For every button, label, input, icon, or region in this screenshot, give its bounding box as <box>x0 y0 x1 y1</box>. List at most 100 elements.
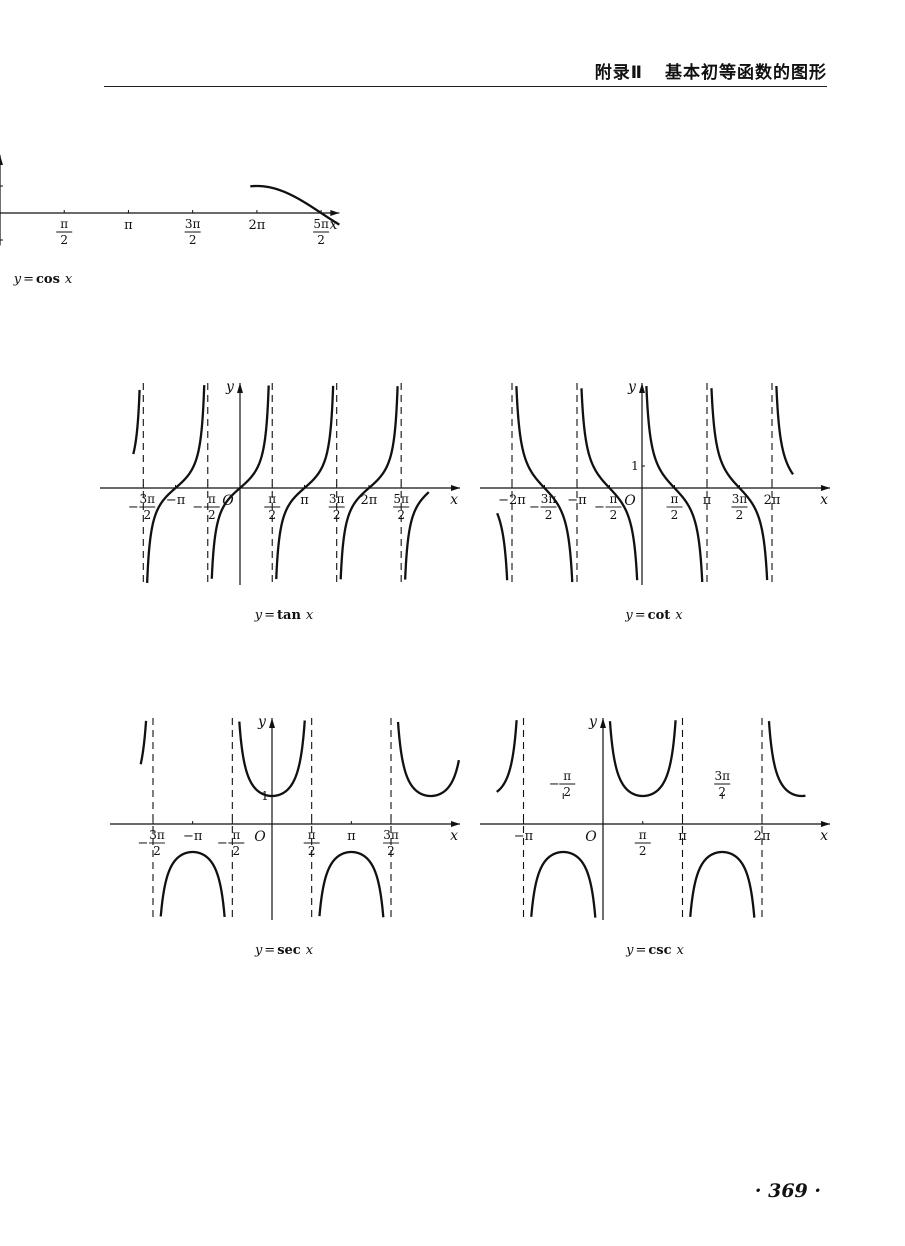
y-axis-arrow <box>269 718 275 728</box>
graph-caption: y = csc x <box>625 943 684 958</box>
x-tick-label-num-0: 3π <box>149 828 165 842</box>
x-axis-arrow <box>330 210 340 216</box>
y-axis-label: y <box>588 714 598 730</box>
y-axis-arrow <box>600 718 606 728</box>
point-label-den-0: 2 <box>563 785 571 799</box>
x-axis-label: x <box>450 828 458 844</box>
x-tick-label-2: −π <box>567 493 587 508</box>
x-tick-label-den-2: 2 <box>208 508 216 522</box>
x-tick-label-1: −π <box>183 829 203 844</box>
x-tick-label-den-0: 2 <box>153 844 161 858</box>
x-tick-label-num-4: π <box>671 492 679 506</box>
x-tick-label-sign-0: − <box>128 500 139 515</box>
y-axis-label: y <box>257 714 267 730</box>
page-number: · 369 · <box>754 1180 821 1202</box>
x-axis-label: x <box>820 492 828 508</box>
x-axis-label: x <box>820 828 828 844</box>
caption-lhs: y <box>254 943 263 958</box>
y-axis-arrow <box>237 383 243 393</box>
caption-variable: x <box>675 608 683 623</box>
x-tick-label-den-3: 2 <box>268 508 276 522</box>
y-axis-label: y <box>225 379 235 395</box>
appendix-title: 基本初等函数的图形 <box>665 63 827 83</box>
x-tick-label-den-3: 2 <box>60 233 68 247</box>
caption-eq: = <box>635 608 646 623</box>
x-tick-label-den-5: 2 <box>387 844 395 858</box>
x-tick-label-7: 2π <box>764 493 781 508</box>
x-tick-label-den-2: 2 <box>233 844 241 858</box>
cos-curve <box>249 184 341 226</box>
cot-curve <box>496 385 794 583</box>
csc-curve <box>495 720 807 918</box>
sec-curve <box>139 720 461 918</box>
caption-eq: = <box>23 272 34 287</box>
x-axis-arrow <box>821 821 830 827</box>
x-tick-label-4: π <box>347 829 356 844</box>
x-tick-label-1: −π <box>166 493 186 508</box>
x-tick-label-6: 2π <box>361 493 378 508</box>
caption-lhs: y <box>254 608 263 623</box>
x-tick-label-num-3: π <box>308 828 316 842</box>
origin-label: O <box>624 493 636 509</box>
x-tick-label-num-7: 5π <box>313 217 329 231</box>
origin-label: O <box>585 829 597 845</box>
y-axis-arrow <box>0 155 3 165</box>
caption-function: cot <box>648 608 671 623</box>
x-tick-label-2: π <box>678 829 687 844</box>
x-tick-label-num-0: 3π <box>140 492 156 506</box>
y-tick-label-1: −1 <box>0 233 2 247</box>
x-tick-label-num-1: π <box>639 828 647 842</box>
x-tick-label-den-6: 2 <box>736 508 744 522</box>
caption-variable: x <box>306 608 314 623</box>
running-head: 附录Ⅱ 基本初等函数的图形 <box>595 58 827 83</box>
x-tick-label-den-5: 2 <box>333 508 341 522</box>
x-axis-label: x <box>450 492 458 508</box>
graph-caption: y = tan x <box>254 608 314 623</box>
caption-lhs: y <box>624 608 633 623</box>
x-tick-label-den-3: 2 <box>308 844 316 858</box>
x-tick-label-den-1: 2 <box>545 508 553 522</box>
x-axis-arrow <box>821 485 830 491</box>
x-tick-label-num-3: π <box>610 492 618 506</box>
graph-caption: y = cot x <box>624 608 683 623</box>
caption-lhs: y <box>13 272 22 287</box>
x-tick-label-den-1: 2 <box>639 844 647 858</box>
caption-variable: x <box>65 272 73 287</box>
x-tick-label-den-5: 2 <box>189 233 197 247</box>
x-tick-label-num-5: 3π <box>383 828 399 842</box>
x-tick-label-den-4: 2 <box>671 508 679 522</box>
caption-function: tan <box>277 608 301 623</box>
tan-curve <box>132 385 430 583</box>
x-tick-label-num-5: 3π <box>329 492 345 506</box>
x-tick-label-0: −2π <box>498 493 526 508</box>
caption-function: csc <box>648 943 671 958</box>
x-tick-label-sign-2: − <box>192 500 203 515</box>
x-tick-label-den-7: 2 <box>317 233 325 247</box>
x-tick-label-0: −π <box>514 829 534 844</box>
x-tick-label-num-2: π <box>208 492 216 506</box>
x-axis-arrow <box>451 485 460 491</box>
x-tick-label-den-3: 2 <box>610 508 618 522</box>
x-axis-label: x <box>329 217 337 233</box>
caption-eq: = <box>264 608 275 623</box>
origin-label: O <box>254 829 266 845</box>
x-tick-label-den-7: 2 <box>397 508 405 522</box>
graph-caption: y = cos x <box>13 272 73 287</box>
point-label-sign-0: − <box>549 777 560 792</box>
caption-eq: = <box>264 943 275 958</box>
x-tick-label-num-5: 3π <box>185 217 201 231</box>
x-axis-arrow <box>451 821 460 827</box>
x-tick-label-6: 2π <box>248 218 265 233</box>
y-axis-label: y <box>627 379 637 395</box>
x-tick-label-sign-2: − <box>217 836 228 851</box>
x-tick-label-den-0: 2 <box>143 508 151 522</box>
caption-lhs: y <box>625 943 634 958</box>
caption-variable: x <box>306 943 314 958</box>
caption-variable: x <box>677 943 685 958</box>
